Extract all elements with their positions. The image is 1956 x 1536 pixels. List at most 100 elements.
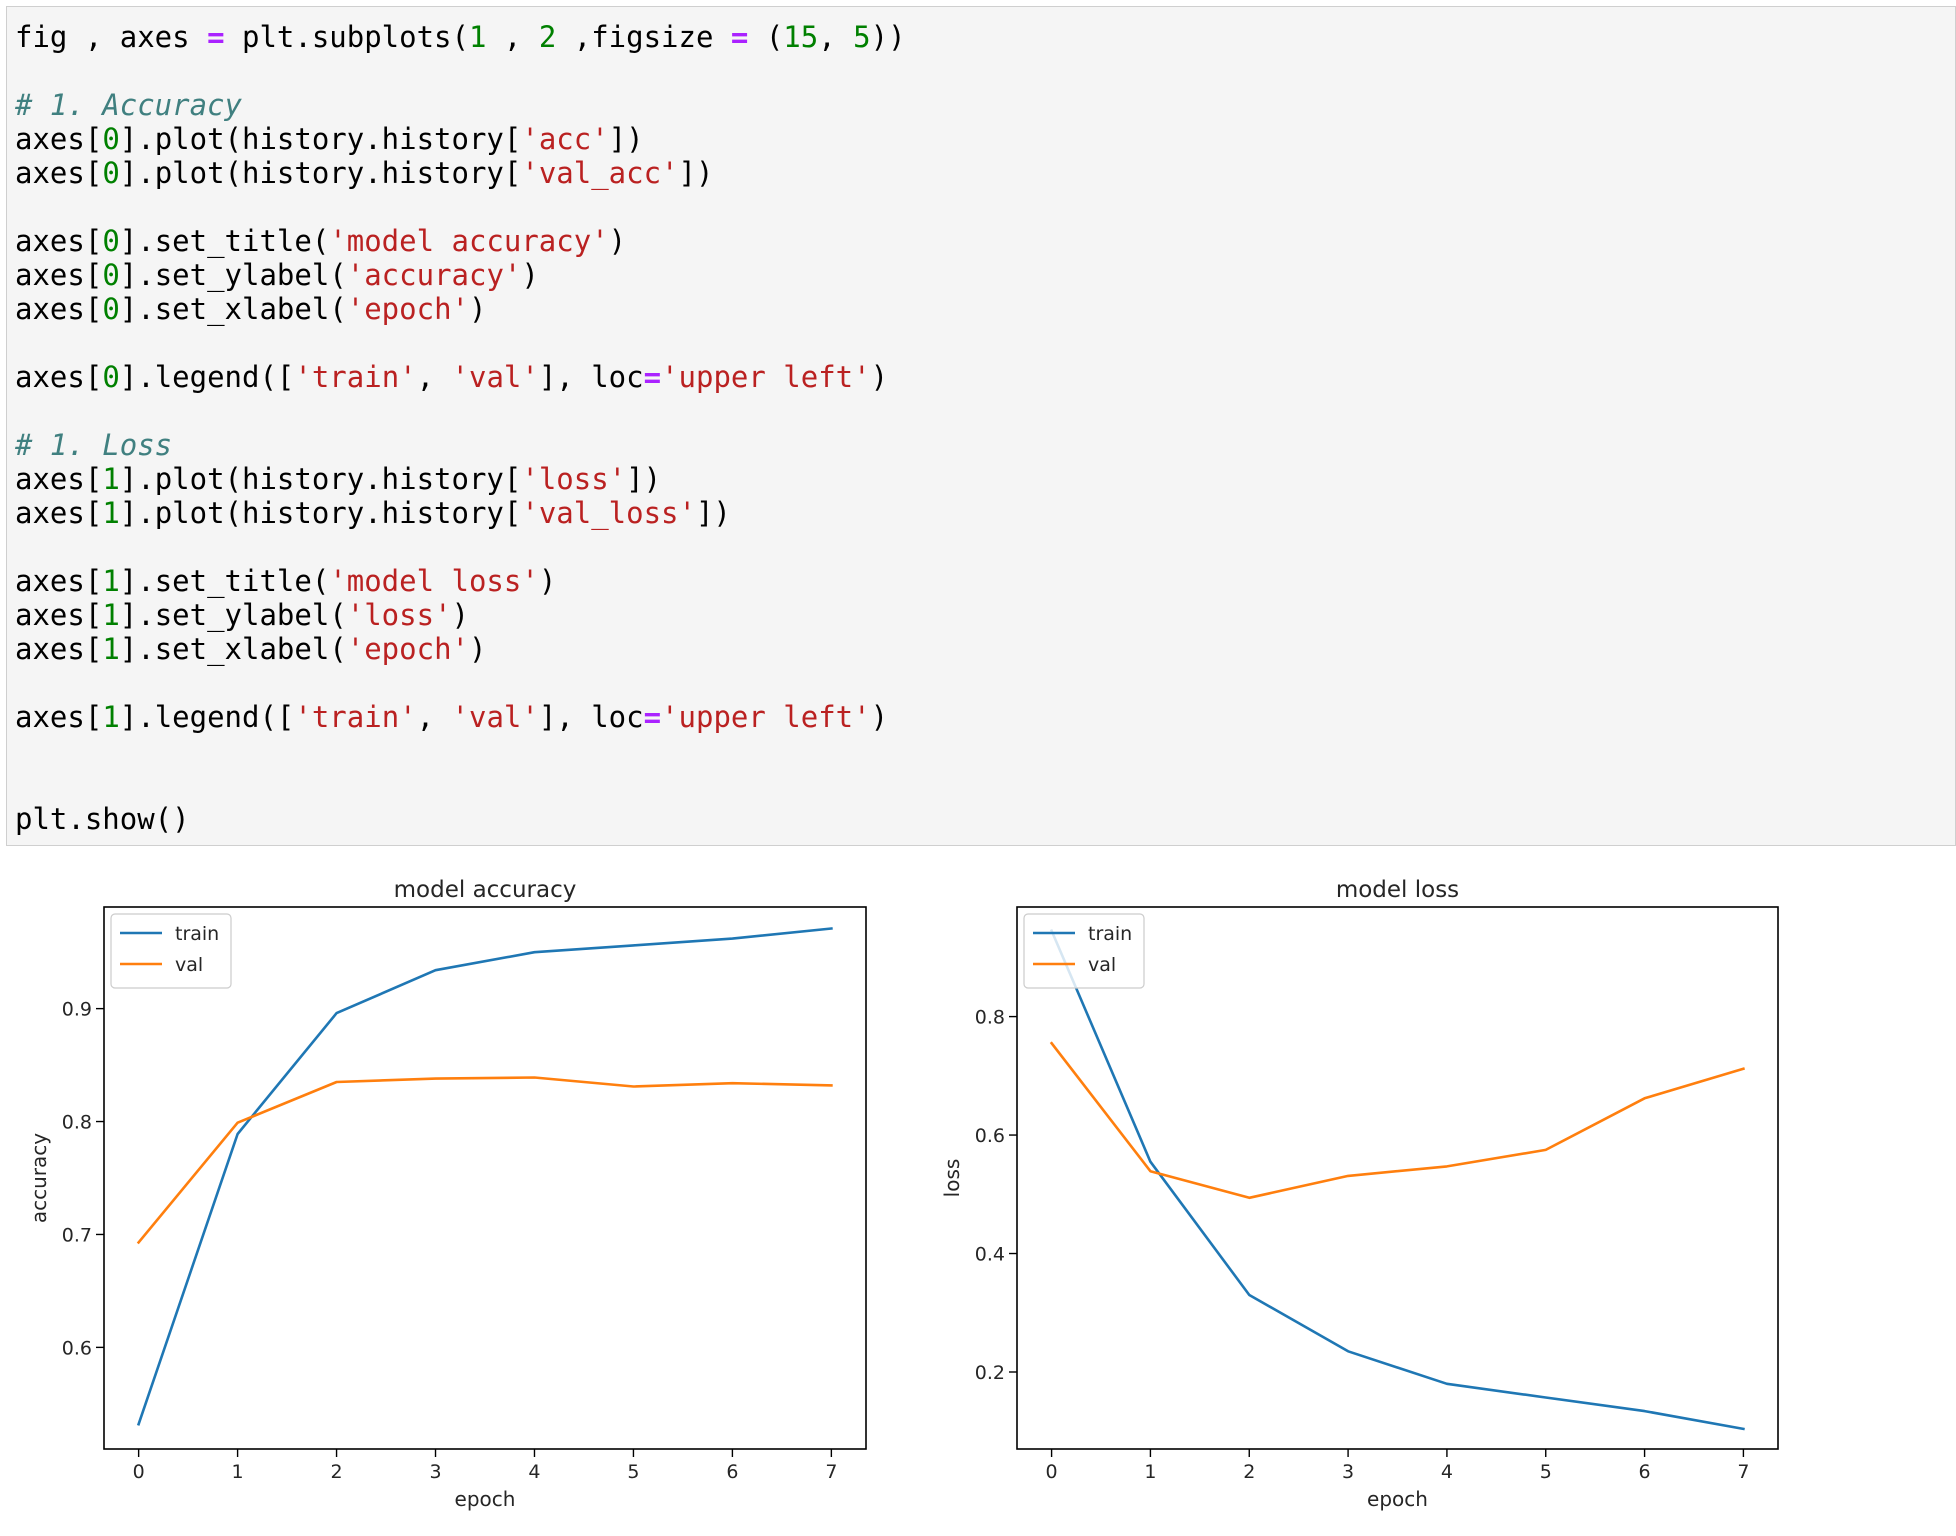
series-line-train bbox=[136, 927, 833, 1426]
code-token: 1 bbox=[468, 20, 487, 54]
code-token: 'epoch' bbox=[346, 292, 469, 326]
axes-frame bbox=[1016, 906, 1779, 1450]
axes-frame bbox=[103, 906, 867, 1450]
code-token: ) bbox=[451, 598, 469, 632]
code-token: axes[ bbox=[15, 632, 103, 666]
code-token: 'val_acc' bbox=[521, 156, 679, 190]
code-token: = bbox=[643, 360, 662, 394]
chart-title: model accuracy bbox=[394, 877, 577, 903]
code-token: 'upper left' bbox=[661, 700, 871, 734]
code-line bbox=[15, 734, 906, 768]
x-tick-label: 7 bbox=[1737, 1461, 1749, 1483]
code-token: 0 bbox=[102, 258, 120, 292]
code-token: plt.subplots( bbox=[224, 20, 469, 54]
code-token: # 1. Loss bbox=[15, 428, 173, 462]
legend-label: train bbox=[175, 923, 219, 945]
code-token: 1 bbox=[102, 564, 120, 598]
code-token: 15 bbox=[783, 20, 819, 54]
code-token: , bbox=[416, 360, 452, 394]
code-line: axes[0].plot(history.history['val_acc']) bbox=[15, 156, 906, 190]
series-line-val bbox=[136, 1076, 833, 1245]
code-token: ]) bbox=[695, 496, 731, 530]
code-token: 'val' bbox=[451, 700, 539, 734]
code-token: 'loss' bbox=[521, 462, 627, 496]
x-tick-label: 5 bbox=[1540, 1461, 1552, 1483]
code-token: 1 bbox=[102, 598, 120, 632]
legend: train val bbox=[1023, 913, 1145, 989]
x-tick-label: 3 bbox=[429, 1461, 441, 1483]
code-token: ], loc bbox=[538, 360, 644, 394]
code-token: ].plot(history.history[ bbox=[119, 496, 522, 530]
code-token: 1 bbox=[102, 632, 120, 666]
code-token: axes[ bbox=[15, 224, 103, 258]
code-token: 'model loss' bbox=[329, 564, 539, 598]
code-token: ]) bbox=[608, 122, 644, 156]
code-line: axes[0].set_title('model accuracy') bbox=[15, 224, 906, 258]
y-tick-label: 0.4 bbox=[975, 1244, 1005, 1266]
code-token: 1 bbox=[102, 496, 120, 530]
x-tick-label: 2 bbox=[1243, 1461, 1255, 1483]
accuracy-chart: 0 1 2 3 4 5 6 7 0.6 0.7 0.8 0.9 model accuracy epoch a… bbox=[27, 877, 867, 1511]
code-token: 0 bbox=[102, 122, 120, 156]
code-token: 'acc' bbox=[521, 122, 609, 156]
legend-label: val bbox=[175, 954, 203, 976]
code-token: ) bbox=[521, 258, 539, 292]
code-token: axes[ bbox=[15, 292, 103, 326]
y-tick-label: 0.6 bbox=[62, 1337, 92, 1359]
code-token: # 1. Accuracy bbox=[15, 88, 242, 122]
code-token: 1 bbox=[102, 462, 120, 496]
code-line bbox=[15, 768, 906, 802]
x-tick-label: 7 bbox=[825, 1461, 837, 1483]
code-editor[interactable]: fig , axes = plt.subplots(1 , 2 ,figsize… bbox=[15, 20, 906, 836]
code-token: ].legend([ bbox=[119, 360, 295, 394]
code-token: 'val_loss' bbox=[521, 496, 696, 530]
code-token: ) bbox=[608, 224, 627, 258]
x-tick-label: 6 bbox=[726, 1461, 738, 1483]
code-token: , bbox=[818, 20, 854, 54]
code-token: , bbox=[416, 700, 452, 734]
code-token: ].set_title( bbox=[119, 564, 330, 598]
code-token: ]) bbox=[626, 462, 662, 496]
x-tick-label: 3 bbox=[1342, 1461, 1354, 1483]
code-line bbox=[15, 326, 906, 360]
legend: train val bbox=[110, 913, 232, 989]
code-token: 'upper left' bbox=[661, 360, 871, 394]
code-line: # 1. Accuracy bbox=[15, 88, 906, 122]
code-token: ]) bbox=[678, 156, 714, 190]
code-line: axes[1].legend(['train', 'val'], loc='up… bbox=[15, 700, 906, 734]
code-token: axes[ bbox=[15, 156, 103, 190]
chart-title: model loss bbox=[1336, 877, 1459, 903]
code-token: plt.show() bbox=[15, 802, 190, 836]
code-token: , bbox=[486, 20, 539, 54]
code-token: ) bbox=[468, 632, 487, 666]
code-token: 2 bbox=[538, 20, 557, 54]
x-tick-label: 5 bbox=[627, 1461, 639, 1483]
code-token: axes[ bbox=[15, 598, 103, 632]
code-token: ) bbox=[870, 360, 889, 394]
code-token: )) bbox=[870, 20, 906, 54]
code-token: axes[ bbox=[15, 258, 103, 292]
code-token: ( bbox=[748, 20, 784, 54]
code-line: axes[0].set_ylabel('accuracy') bbox=[15, 258, 906, 292]
y-tick-label: 0.6 bbox=[975, 1125, 1005, 1147]
legend-label: val bbox=[1088, 954, 1116, 976]
code-line bbox=[15, 54, 906, 88]
code-token: ].plot(history.history[ bbox=[119, 462, 522, 496]
code-token: 'loss' bbox=[346, 598, 452, 632]
code-token: 0 bbox=[102, 224, 120, 258]
code-token: 'accuracy' bbox=[346, 258, 522, 292]
y-tick-label: 0.8 bbox=[975, 1007, 1005, 1029]
x-tick-label: 6 bbox=[1639, 1461, 1651, 1483]
code-line bbox=[15, 666, 906, 700]
x-tick-label: 4 bbox=[528, 1461, 540, 1483]
x-tick-label: 2 bbox=[331, 1461, 343, 1483]
code-line bbox=[15, 530, 906, 564]
code-token: ].legend([ bbox=[119, 700, 295, 734]
code-cell[interactable]: fig , axes = plt.subplots(1 , 2 ,figsize… bbox=[6, 6, 1956, 846]
code-token: 0 bbox=[102, 360, 120, 394]
code-token: axes[ bbox=[15, 360, 103, 394]
code-line: plt.show() bbox=[15, 802, 906, 836]
y-tick-label: 0.2 bbox=[975, 1362, 1005, 1384]
y-axis-label: accuracy bbox=[27, 1133, 51, 1223]
code-token: = bbox=[643, 700, 662, 734]
